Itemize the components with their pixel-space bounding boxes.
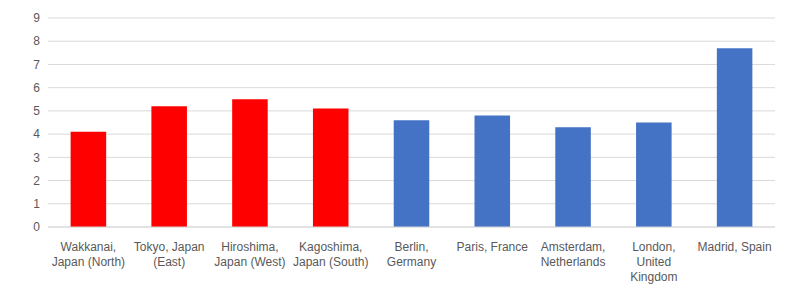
svg-text:8: 8 xyxy=(33,34,40,48)
svg-text:7: 7 xyxy=(33,58,40,72)
svg-text:1: 1 xyxy=(33,197,40,211)
svg-text:Kagoshima,Japan (South): Kagoshima,Japan (South) xyxy=(293,240,368,269)
svg-text:Wakkanai,Japan (North): Wakkanai,Japan (North) xyxy=(52,240,125,269)
svg-text:0: 0 xyxy=(33,220,40,234)
svg-text:Tokyo, Japan(East): Tokyo, Japan(East) xyxy=(134,240,205,269)
svg-text:3: 3 xyxy=(33,151,40,165)
svg-text:London,UnitedKingdom: London,UnitedKingdom xyxy=(630,240,677,284)
svg-text:Hiroshima,Japan (West): Hiroshima,Japan (West) xyxy=(214,240,285,269)
svg-text:6: 6 xyxy=(33,81,40,95)
svg-text:Berlin,Germany: Berlin,Germany xyxy=(387,240,436,269)
svg-text:Amsterdam,Netherlands: Amsterdam,Netherlands xyxy=(541,240,606,269)
svg-text:Paris, France: Paris, France xyxy=(457,240,529,254)
svg-text:Madrid, Spain: Madrid, Spain xyxy=(698,240,772,254)
svg-text:9: 9 xyxy=(33,11,40,25)
svg-text:2: 2 xyxy=(33,174,40,188)
svg-text:4: 4 xyxy=(33,127,40,141)
svg-text:5: 5 xyxy=(33,104,40,118)
